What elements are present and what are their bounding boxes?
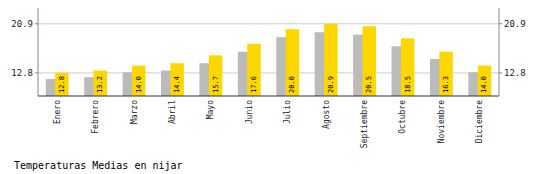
data-label: 14.4: [173, 76, 181, 93]
data-label: 20.5: [365, 76, 373, 93]
data-label: 20.0: [288, 76, 296, 93]
data-label: 18.5: [404, 76, 412, 93]
bar: [55, 73, 68, 96]
bar: [401, 38, 414, 96]
x-tick-label: Septiembre: [360, 100, 369, 148]
x-tick-label: Marzo: [130, 100, 139, 124]
title: Temperaturas Medias en nijar: [14, 160, 183, 171]
bar: [478, 66, 491, 96]
bar: [209, 55, 222, 96]
x-tick-label: Agosto: [322, 100, 331, 129]
x-tick-label: Noviembre: [437, 100, 446, 144]
x-tick-label: Febrero: [91, 100, 100, 134]
y-axis-line: [38, 8, 39, 96]
data-label: 15.7: [212, 76, 220, 93]
y2-tick-label: 20.9: [504, 19, 526, 29]
x-tick-label: Diciembre: [475, 100, 484, 144]
x-axis-line: [38, 95, 499, 96]
y-tick: [35, 23, 38, 24]
data-label: 17.6: [250, 76, 258, 93]
data-label: 12.8: [58, 76, 66, 93]
bar: [94, 71, 107, 96]
bar: [286, 29, 299, 96]
x-tick-label: Enero: [53, 100, 62, 124]
bar: [170, 63, 183, 96]
chart: 12.8 13.2 14.0 14.4 15.7 17.6 20.0 20.9 20.5 18.5…: [0, 0, 537, 174]
y-tick-label: 12.8: [11, 68, 33, 78]
bars: [46, 24, 491, 96]
data-label: 14.0: [480, 76, 488, 93]
x-tick-label: Julio: [283, 100, 292, 124]
y2-tick-label: 12.8: [504, 68, 526, 78]
bar: [324, 24, 337, 96]
y2-axis-line: [499, 8, 500, 96]
x-tick-label: Abril: [168, 100, 177, 124]
bar: [363, 26, 376, 96]
x-tick-label: Mayo: [206, 100, 215, 119]
y-tick: [35, 72, 38, 73]
bar: [247, 44, 260, 96]
data-label: 14.0: [135, 76, 143, 93]
x-tick-label: Octubre: [398, 100, 407, 134]
bar: [439, 52, 452, 96]
grid-line: [38, 72, 499, 73]
bar: [132, 66, 145, 96]
y2-tick: [499, 23, 502, 24]
y2-tick: [499, 72, 502, 73]
data-label: 20.9: [327, 76, 335, 93]
data-label: 13.2: [96, 76, 104, 93]
grid-line: [38, 23, 499, 24]
x-tick-label: Junio: [245, 100, 254, 124]
data-label: 16.3: [442, 76, 450, 93]
y-tick-label: 20.9: [11, 19, 33, 29]
